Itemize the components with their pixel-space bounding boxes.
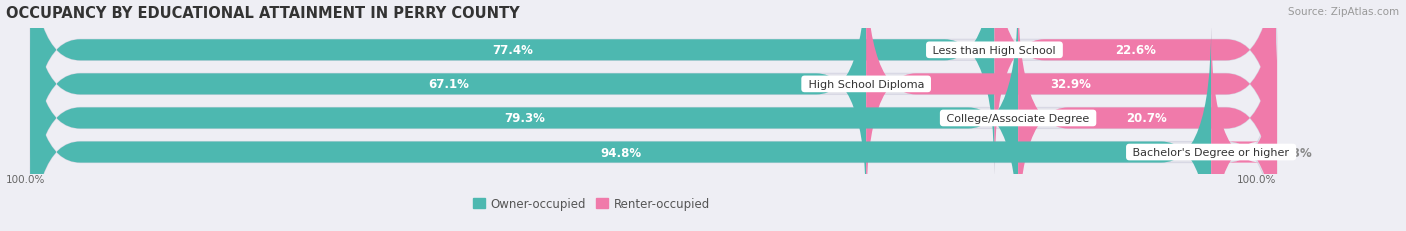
Text: High School Diploma: High School Diploma <box>804 79 928 89</box>
Text: 20.7%: 20.7% <box>1126 112 1167 125</box>
FancyBboxPatch shape <box>31 0 1018 231</box>
Text: 32.9%: 32.9% <box>1050 78 1091 91</box>
FancyBboxPatch shape <box>31 0 994 176</box>
Text: Less than High School: Less than High School <box>929 46 1060 56</box>
FancyBboxPatch shape <box>1211 27 1277 231</box>
FancyBboxPatch shape <box>866 0 1275 210</box>
Legend: Owner-occupied, Renter-occupied: Owner-occupied, Renter-occupied <box>468 193 714 215</box>
Text: 100.0%: 100.0% <box>1236 174 1275 184</box>
FancyBboxPatch shape <box>31 0 1275 231</box>
FancyBboxPatch shape <box>31 0 1275 176</box>
Text: 79.3%: 79.3% <box>503 112 544 125</box>
Text: College/Associate Degree: College/Associate Degree <box>943 113 1092 123</box>
Text: 100.0%: 100.0% <box>6 174 45 184</box>
FancyBboxPatch shape <box>31 27 1275 231</box>
Text: 94.8%: 94.8% <box>600 146 641 159</box>
Text: Source: ZipAtlas.com: Source: ZipAtlas.com <box>1288 7 1399 17</box>
FancyBboxPatch shape <box>31 0 1275 210</box>
FancyBboxPatch shape <box>31 0 866 210</box>
Text: 5.3%: 5.3% <box>1279 146 1312 159</box>
FancyBboxPatch shape <box>31 27 1211 231</box>
Text: 67.1%: 67.1% <box>427 78 468 91</box>
Text: OCCUPANCY BY EDUCATIONAL ATTAINMENT IN PERRY COUNTY: OCCUPANCY BY EDUCATIONAL ATTAINMENT IN P… <box>6 6 519 21</box>
Text: 77.4%: 77.4% <box>492 44 533 57</box>
FancyBboxPatch shape <box>1018 0 1275 231</box>
Text: 22.6%: 22.6% <box>1115 44 1156 57</box>
FancyBboxPatch shape <box>994 0 1275 176</box>
Text: Bachelor's Degree or higher: Bachelor's Degree or higher <box>1129 147 1294 157</box>
